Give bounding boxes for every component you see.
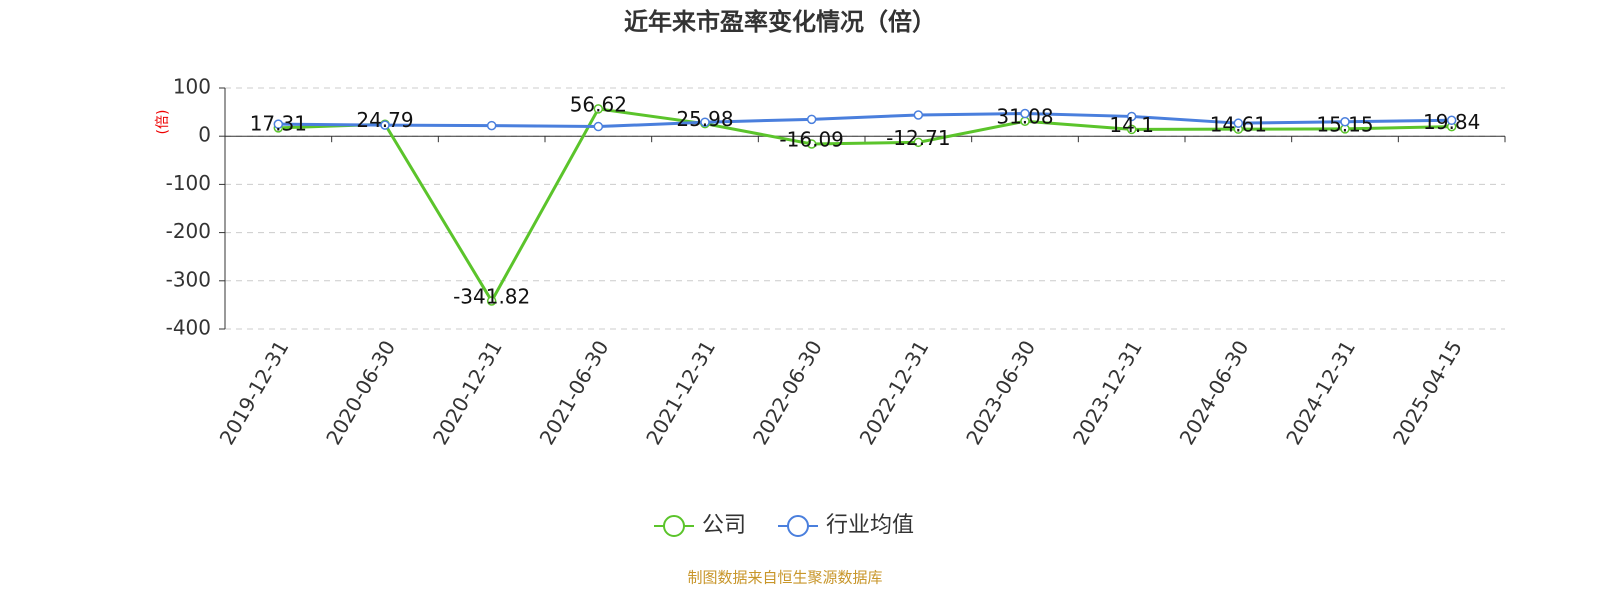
y-tick-label: 100 [173, 75, 211, 99]
data-label: 14.1 [1109, 113, 1154, 137]
series-line [278, 112, 1452, 129]
legend-label: 公司 [702, 513, 746, 538]
data-point [1340, 116, 1350, 127]
data-point [700, 117, 710, 127]
y-axis-label: (倍) [155, 110, 171, 135]
data-point [1126, 124, 1137, 135]
x-tick-label: 2020-06-30 [321, 336, 400, 449]
y-tick-label: -100 [166, 171, 211, 195]
y-tick-label: -400 [166, 316, 211, 340]
data-point [486, 296, 497, 306]
data-point [1446, 115, 1457, 126]
x-tick-label: 2020-12-31 [428, 336, 507, 449]
x-tick-label: 2022-12-31 [855, 336, 934, 449]
y-tick-label: -300 [166, 267, 211, 291]
data-point [1126, 111, 1137, 122]
data-point [486, 120, 497, 131]
data-label: -341.82 [453, 284, 530, 308]
legend-swatch [663, 515, 685, 537]
x-tick-label: 2022-06-30 [748, 336, 827, 449]
data-label: 25.98 [676, 107, 733, 131]
data-label: 24.79 [356, 108, 413, 132]
data-label: -16.09 [779, 127, 843, 151]
chart-title: 近年来市盈率变化情况（倍） [624, 8, 936, 36]
data-point [913, 137, 924, 148]
legend-swatch [787, 515, 809, 537]
y-tick-label: -200 [166, 219, 211, 243]
data-point [273, 119, 284, 129]
data-label: 17.31 [250, 111, 307, 135]
data-point [1233, 118, 1244, 128]
legend-label: 行业均值 [826, 513, 914, 538]
x-tick-label: 2019-12-31 [215, 336, 294, 449]
x-tick-label: 2024-12-31 [1281, 336, 1360, 449]
y-tick-label: 0 [198, 123, 211, 147]
data-point [806, 114, 817, 125]
data-label: 15.15 [1316, 112, 1373, 136]
data-point [806, 139, 817, 149]
x-tick-label: 2021-12-31 [641, 336, 720, 449]
data-label: 31.08 [996, 105, 1053, 129]
source-note: 制图数据来自恒生聚源数据库 [687, 569, 882, 587]
data-point [593, 121, 604, 132]
x-tick-label: 2023-12-31 [1068, 336, 1147, 449]
legend-item: 公司 [654, 513, 746, 538]
data-point [1020, 108, 1030, 119]
x-tick-label: 2023-06-30 [961, 336, 1040, 449]
data-point [593, 104, 604, 114]
legend-item: 行业均值 [778, 513, 914, 538]
data-label: -12.71 [886, 126, 950, 150]
data-label: 56.62 [570, 92, 627, 116]
data-label: 19.84 [1423, 110, 1480, 134]
x-tick-label: 2021-06-30 [535, 336, 614, 449]
x-tick-label: 2025-04-15 [1388, 336, 1467, 449]
data-point [913, 110, 924, 120]
data-label: 14.61 [1210, 113, 1267, 137]
x-tick-label: 2024-06-30 [1175, 336, 1254, 449]
series-line [278, 107, 1452, 304]
data-point [380, 120, 390, 130]
